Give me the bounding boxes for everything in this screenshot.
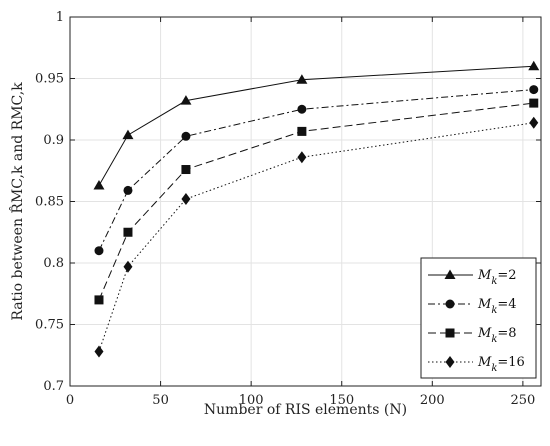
data-point-square (181, 165, 191, 175)
data-point-diamond (94, 345, 104, 358)
data-point-triangle (528, 60, 540, 71)
y-tick-label: 0.9 (43, 133, 64, 148)
legend-item: Mk=8 (428, 326, 517, 345)
legend-marker-triangle (444, 269, 456, 279)
data-point-diamond (529, 116, 539, 129)
legend-box (420, 257, 537, 379)
data-point-square (123, 227, 133, 237)
data-point-diamond (123, 260, 133, 273)
y-tick-label: 0.75 (35, 318, 64, 333)
legend-label: Mk=2 (477, 268, 517, 287)
data-point-circle (529, 85, 539, 95)
legend: Mk=2 Mk=4 Mk=8 Mk=16 (420, 257, 537, 379)
x-tick-label: 200 (420, 393, 445, 408)
legend-marker-square (445, 328, 455, 338)
y-tick-label: 0.85 (35, 195, 64, 210)
data-point-square (94, 295, 104, 305)
data-point-triangle (296, 74, 308, 84)
legend-label: Mk=16 (477, 355, 525, 374)
series-circle (94, 85, 539, 256)
x-tick-label: 0 (66, 393, 74, 408)
data-point-diamond (297, 151, 307, 164)
data-point-square (297, 126, 307, 136)
series-square (94, 98, 539, 305)
legend-label: Mk=8 (477, 326, 517, 345)
legend-item: Mk=16 (428, 355, 525, 374)
axis-ticks: 0 50 100 150 200 250 0.7 0.75 0.8 0.85 0.9 0.95 1 (35, 10, 541, 408)
x-tick-label: 100 (239, 393, 264, 408)
series-triangle (93, 60, 540, 190)
data-point-diamond (181, 193, 191, 206)
y-axis-label: Ratio between R̂MC,k and RMC,k (8, 82, 26, 321)
x-axis-label: Number of RIS elements (N) (204, 402, 407, 418)
data-point-triangle (180, 95, 192, 105)
legend-item: Mk=2 (428, 268, 517, 287)
data-point-triangle (122, 129, 134, 140)
data-point-circle (123, 185, 133, 195)
data-point-square (529, 98, 539, 108)
series-diamond (94, 116, 539, 358)
x-tick-label: 50 (152, 393, 169, 408)
data-point-circle (297, 104, 307, 114)
series-group (93, 60, 540, 358)
legend-item: Mk=4 (428, 297, 517, 316)
legend-label: Mk=4 (477, 297, 517, 316)
y-tick-label: 0.7 (43, 379, 64, 394)
x-tick-label: 150 (329, 393, 354, 408)
data-point-triangle (93, 180, 105, 190)
y-tick-label: 0.8 (43, 256, 64, 271)
legend-marker-diamond (445, 356, 455, 368)
series-line (98, 65, 534, 186)
data-point-circle (94, 246, 104, 256)
y-tick-label: 1 (56, 10, 64, 25)
y-tick-label: 0.95 (35, 72, 64, 87)
legend-marker-circle (445, 299, 455, 309)
data-point-circle (181, 131, 191, 141)
series-line (98, 122, 534, 352)
x-tick-label: 250 (510, 393, 535, 408)
